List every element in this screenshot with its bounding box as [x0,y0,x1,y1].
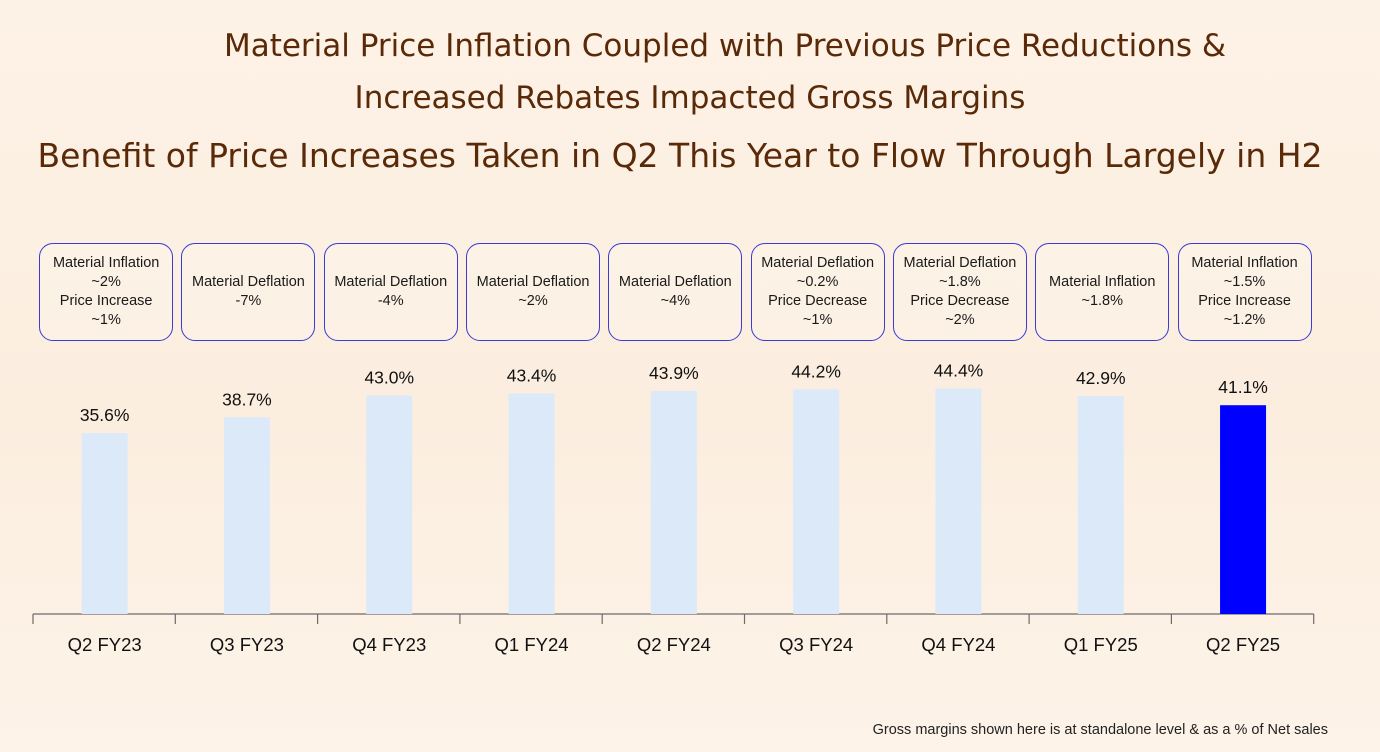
annotation-box: Material Deflation -4% [323,243,458,341]
annotation-line: Material Deflation [192,274,305,290]
annotation-line: Material Inflation [52,255,160,271]
bar-q2-fy23 [81,433,128,614]
category-label: Q1 FY25 [1064,634,1138,655]
annotation-box: Material Deflation ~0.2% Price Decrease ~1% [750,243,885,341]
bar-q1-fy25 [1077,396,1124,614]
bar-q2-fy24 [650,390,697,614]
title-line-1: Material Price Inflation Coupled with Pr… [223,28,1227,64]
footnote: Gross margins shown here is at standalon… [872,722,1328,738]
annotation-line: ~0.2% [796,274,839,290]
bar-q4-fy24 [935,388,982,614]
annotation-line: ~1.5% [1223,274,1266,290]
category-label: Q1 FY24 [495,634,569,655]
data-label: 42.9% [1076,368,1126,388]
data-label: 43.4% [507,366,557,386]
category-label: Q3 FY23 [210,634,284,655]
subtitle: Benefit of Price Increases Taken in Q2 T… [37,136,1323,175]
annotation-box: Material Deflation ~4% [608,243,743,341]
category-label: Q2 FY24 [637,634,711,655]
category-label: Q2 FY25 [1206,634,1280,655]
annotation-line: Price Decrease [910,293,1010,309]
annotation-line: Material Deflation [334,274,448,290]
data-label: 44.2% [791,361,841,381]
bar-q2-fy25 [1220,405,1267,614]
data-label: 43.9% [649,363,699,383]
annotation-box: Material Inflation ~2% Price Increase ~1% [39,243,174,341]
annotation-line: Material Inflation [1049,274,1156,290]
annotation-line: Material Deflation [618,274,732,290]
title-line-2: Increased Rebates Impacted Gross Margins [354,80,1026,116]
annotation-line: ~1.2% [1223,312,1266,328]
annotation-line: Price Increase [59,293,153,309]
annotation-line: ~2% [945,312,975,328]
annotation-line: ~1.8% [939,274,981,290]
annotation-box: Material Deflation ~1.8% Price Decrease ~2% [892,243,1027,341]
annotation-line: -7% [235,293,262,309]
category-label: Q3 FY24 [779,634,853,655]
category-label: Q2 FY23 [68,634,142,655]
annotation-box: Material Deflation -7% [181,243,316,341]
bar-q4-fy23 [366,395,413,614]
annotation-line: ~2% [518,293,548,309]
annotation-line: Material Deflation [476,274,590,290]
annotation-box: Material Inflation ~1.5% Price Increase ~1.… [1177,243,1312,341]
annotation-line: ~4% [660,293,691,309]
annotation-line: ~2% [91,274,121,290]
category-label: Q4 FY23 [352,634,426,655]
bar-q1-fy24 [508,393,555,614]
annotation-line: ~1% [91,312,121,328]
bar-q3-fy23 [223,417,270,614]
category-label: Q4 FY24 [921,634,995,655]
data-label: 38.7% [222,389,272,409]
annotation-line: Material Deflation [903,255,1017,271]
annotation-line: Material Deflation [761,255,875,271]
annotation-line: -4% [377,293,404,309]
data-label: 35.6% [80,405,130,425]
annotation-line: Material Inflation [1191,255,1298,271]
annotation-line: ~1% [802,312,833,328]
annotation-line: Price Decrease [768,293,868,309]
annotation-box: Material Deflation ~2% [466,243,601,341]
data-label: 44.4% [934,360,984,380]
bar-q3-fy24 [793,389,840,614]
data-label: 41.1% [1218,377,1268,397]
annotation-box: Material Inflation ~1.8% [1035,243,1170,341]
annotation-line: ~1.8% [1081,293,1124,309]
data-label: 43.0% [364,368,414,388]
annotation-line: Price Increase [1198,293,1291,309]
